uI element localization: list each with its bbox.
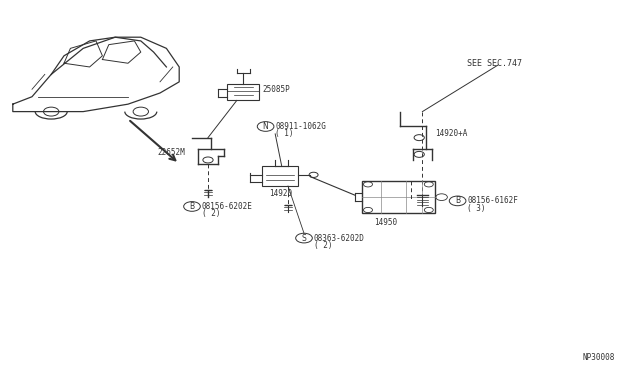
- Text: 08363-6202D: 08363-6202D: [314, 234, 364, 243]
- Text: 14920: 14920: [269, 189, 292, 198]
- Text: N: N: [263, 122, 268, 131]
- Text: ( 1): ( 1): [275, 129, 294, 138]
- Text: 08156-6202E: 08156-6202E: [202, 202, 252, 211]
- Text: 08911-1062G: 08911-1062G: [275, 122, 326, 131]
- Circle shape: [133, 107, 148, 116]
- Text: ( 2): ( 2): [314, 241, 332, 250]
- FancyBboxPatch shape: [227, 84, 259, 100]
- Text: ( 3): ( 3): [467, 204, 486, 213]
- Text: B: B: [189, 202, 195, 211]
- FancyBboxPatch shape: [262, 166, 298, 186]
- Text: B: B: [455, 196, 460, 205]
- FancyBboxPatch shape: [362, 182, 435, 213]
- Text: S: S: [301, 234, 307, 243]
- Text: 22652M: 22652M: [158, 148, 186, 157]
- Circle shape: [44, 107, 59, 116]
- Text: 14920+A: 14920+A: [435, 129, 468, 138]
- Text: ( 2): ( 2): [202, 209, 220, 218]
- Text: SEE SEC.747: SEE SEC.747: [467, 59, 522, 68]
- Text: NP30008: NP30008: [582, 353, 615, 362]
- Text: 25085P: 25085P: [262, 85, 290, 94]
- Text: 08156-6162F: 08156-6162F: [467, 196, 518, 205]
- Text: 14950: 14950: [374, 218, 397, 227]
